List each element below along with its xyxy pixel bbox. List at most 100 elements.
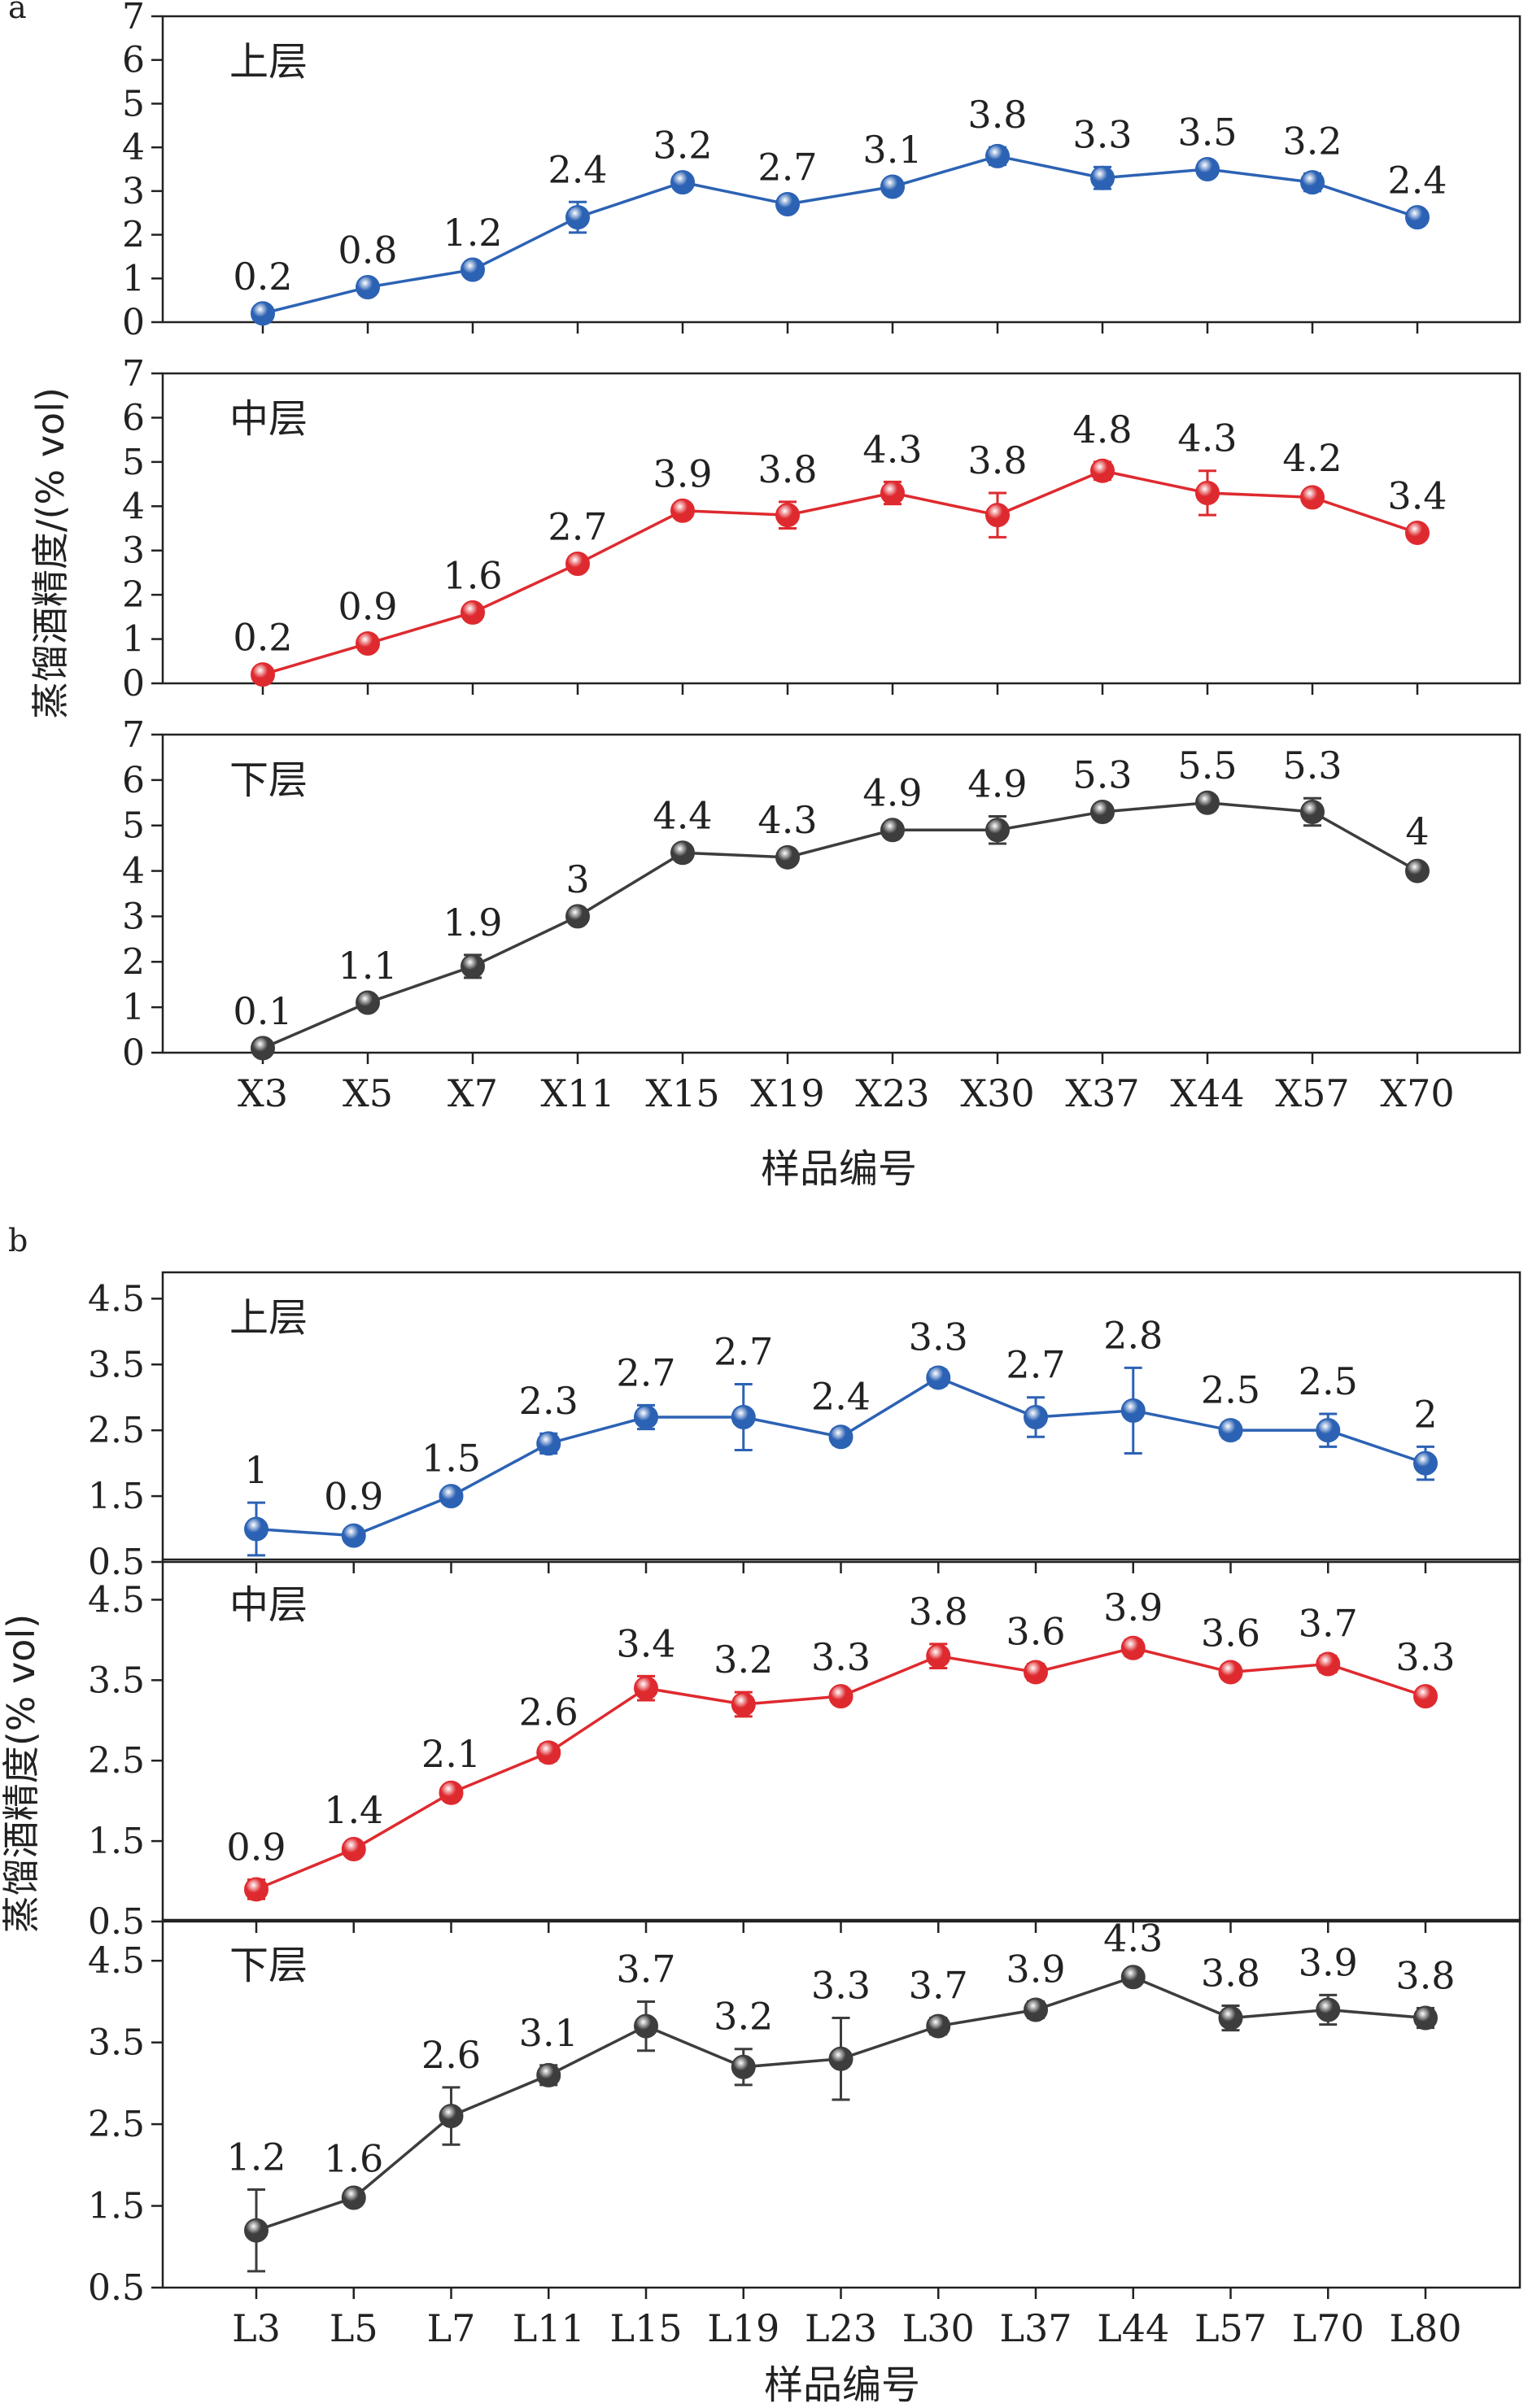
y-tick-label: 2 — [122, 574, 145, 616]
x-tick-label: L57 — [1194, 2306, 1267, 2350]
data-label: 3.3 — [811, 1635, 871, 1679]
x-tick-label: L3 — [232, 2306, 281, 2350]
y-tick-label: 3 — [122, 896, 145, 937]
data-label: 3.9 — [1299, 1940, 1358, 1984]
series-line — [255, 1975, 1426, 2232]
data-label: 0.9 — [338, 585, 397, 629]
x-tick-label: L37 — [999, 2306, 1072, 2350]
data-label: 3 — [565, 857, 589, 901]
y-tick-label: 6 — [122, 397, 145, 438]
data-point — [565, 552, 590, 577]
data-point — [880, 174, 905, 199]
data-point — [244, 1516, 268, 1542]
y-tick-label: 1 — [122, 987, 145, 1028]
data-point — [1300, 799, 1325, 824]
data-label: 2 — [1413, 1392, 1437, 1436]
subplot-b-1: 0.5 1.5 2.5 3.5 4.5 中层 0.9 1.4 2.1 2.6 3.4 3.2 3.3 3.… — [88, 1558, 1521, 1943]
data-point — [985, 143, 1010, 168]
data-label: 3.1 — [519, 2011, 578, 2055]
data-label: 0.9 — [226, 1826, 286, 1869]
data-point — [461, 600, 485, 625]
layer-label: 下层 — [229, 1943, 308, 1988]
data-point — [926, 1365, 951, 1390]
data-point — [670, 840, 695, 866]
data-point — [1024, 1660, 1048, 1685]
data-point — [341, 2185, 366, 2210]
data-label: 3.7 — [616, 1947, 675, 1991]
data-label: 1.2 — [443, 211, 502, 255]
data-label: 4.9 — [967, 762, 1027, 806]
data-point — [341, 1523, 366, 1548]
data-point — [439, 1484, 464, 1509]
y-tick-label: 6 — [122, 40, 145, 81]
y-tick-label: 1 — [122, 619, 145, 661]
data-point — [439, 2104, 464, 2129]
data-point — [1120, 1635, 1146, 1660]
plot-frame — [161, 372, 1521, 685]
data-label: 1 — [244, 1448, 268, 1492]
x-tick-label: L15 — [609, 2306, 682, 2350]
y-tick-label: 7 — [122, 714, 145, 756]
data-point — [1316, 1418, 1341, 1443]
y-tick-label: 0 — [122, 663, 145, 705]
y-tick-label: 1 — [122, 258, 145, 299]
data-point — [461, 953, 485, 979]
data-point — [1218, 1660, 1243, 1685]
x-tick-label: X11 — [540, 1071, 614, 1115]
data-label: 1.1 — [338, 944, 397, 988]
data-point — [356, 990, 380, 1015]
x-tick-label: X19 — [750, 1071, 824, 1115]
data-point — [1090, 165, 1115, 190]
panel-b-ylabel: 蒸馏酒精度(% vol) — [0, 1614, 43, 1933]
data-label: 2.7 — [1006, 1343, 1065, 1387]
y-tick-label: 6 — [122, 760, 145, 801]
data-label: 2.6 — [421, 2033, 481, 2077]
data-label: 2.4 — [1387, 159, 1447, 203]
y-tick-label: 4.5 — [88, 1278, 145, 1320]
data-label: 3.2 — [714, 1638, 773, 1682]
series-line — [262, 469, 1418, 676]
data-point — [439, 1780, 464, 1805]
data-label: 3.6 — [1006, 1610, 1065, 1654]
data-label: 1.2 — [226, 2135, 286, 2179]
data-point — [1090, 799, 1115, 824]
data-label: 3.8 — [909, 1590, 968, 1634]
data-label: 1.5 — [421, 1437, 481, 1481]
data-label: 3.8 — [1395, 1953, 1455, 1997]
data-label: 0.9 — [324, 1475, 383, 1519]
data-point — [670, 498, 695, 523]
data-point — [244, 2218, 268, 2243]
data-label: 0.8 — [338, 229, 397, 273]
y-tick-label: 1.5 — [88, 1476, 145, 1517]
y-tick-label: 0.5 — [88, 2267, 145, 2309]
data-label: 4 — [1405, 809, 1429, 853]
data-label: 3.1 — [862, 128, 922, 172]
data-label: 2.5 — [1201, 1368, 1260, 1411]
data-label: 2.3 — [519, 1379, 578, 1423]
data-label: 2.7 — [548, 505, 607, 549]
data-label: 4.3 — [757, 798, 817, 842]
data-point — [731, 2054, 756, 2079]
y-tick-label: 3.5 — [88, 2022, 145, 2064]
x-tick-label: X44 — [1170, 1071, 1244, 1115]
x-tick-label: L5 — [330, 2306, 378, 2350]
x-tick-label: X7 — [447, 1071, 498, 1115]
data-point — [828, 1684, 853, 1709]
data-label: 3.2 — [714, 1995, 773, 2039]
data-label: 3.3 — [811, 1964, 871, 2008]
data-label: 3.9 — [1103, 1586, 1163, 1629]
data-point — [775, 503, 800, 528]
data-label: 4.8 — [1072, 408, 1132, 452]
y-tick-label: 0 — [122, 1032, 145, 1074]
data-point — [634, 1405, 658, 1429]
data-label: 3.7 — [909, 1964, 968, 2008]
data-point — [356, 631, 380, 657]
data-point — [1316, 1651, 1341, 1677]
data-point — [1024, 1405, 1048, 1429]
y-tick-label: 4.5 — [88, 1579, 145, 1621]
data-point — [1300, 485, 1325, 510]
data-label: 5.5 — [1177, 744, 1237, 787]
data-point — [1120, 1965, 1146, 1990]
